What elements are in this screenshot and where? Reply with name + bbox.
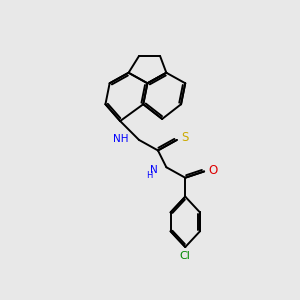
Text: H: H (146, 171, 153, 180)
Text: NH: NH (113, 134, 129, 144)
Text: N: N (150, 165, 158, 176)
Text: S: S (181, 131, 188, 144)
Text: Cl: Cl (180, 251, 191, 261)
Text: O: O (208, 164, 218, 177)
